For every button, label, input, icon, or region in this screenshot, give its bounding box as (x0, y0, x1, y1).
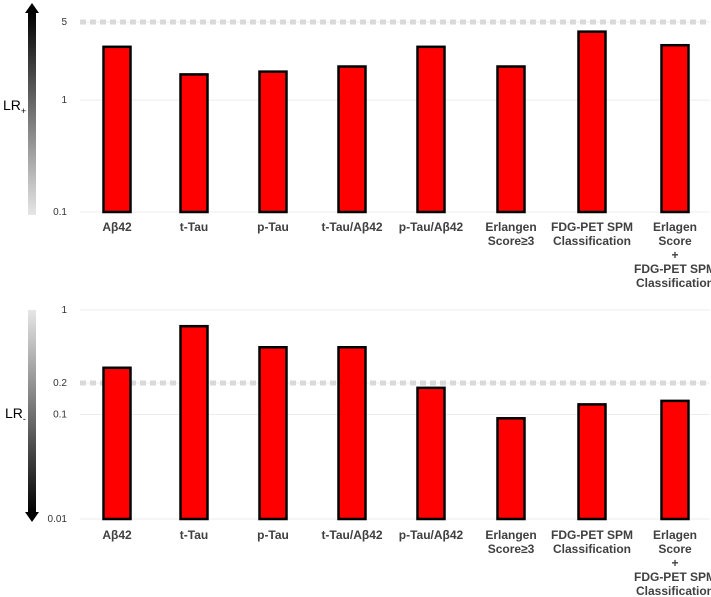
category-label: Erlangen Score≥3 (485, 528, 536, 556)
arrow-down-head (25, 512, 39, 522)
bar (179, 73, 209, 214)
bar (337, 65, 367, 214)
y-tick-label: 0.01 (48, 514, 68, 525)
lr-minus-panel: LR- 1 0.2 0.1 0.01 Aβ42 t-Tau p-Tau t-Tau/Aβ42… (5, 305, 711, 597)
lr-minus-category-labels: Aβ42 t-Tau p-Tau t-Tau/Aβ42 p-Tau/Aβ42 Erlang… (102, 528, 711, 597)
category-label: p-Tau (257, 220, 289, 234)
category-label: t-Tau/Aβ42 (321, 528, 382, 542)
bar (577, 30, 607, 214)
y-tick-label: 1 (61, 305, 67, 316)
bar (416, 45, 446, 214)
bar (416, 386, 446, 521)
lr-minus-gradient-arrow (25, 310, 39, 522)
bar (102, 45, 132, 214)
category-label: Aβ42 (102, 528, 132, 542)
bar (660, 399, 690, 521)
lr-plus-ylabel: LR+ (3, 97, 26, 116)
category-label: Aβ42 (102, 220, 132, 234)
bar (258, 70, 288, 214)
bar (660, 43, 690, 214)
bar (577, 403, 607, 521)
category-label: t-Tau (180, 528, 208, 542)
lr-plus-panel: LR+ 510.1 Aβ42 t-Tau p-Tau t-Tau/Aβ42 p-Tau/… (3, 3, 711, 290)
bar (496, 65, 526, 214)
category-label: p-Tau/Aβ42 (399, 528, 464, 542)
category-label: FDG-PET SPM Classification (551, 220, 633, 248)
category-label: t-Tau (180, 220, 208, 234)
lr-plus-gridlines (80, 21, 710, 213)
bar (102, 366, 132, 521)
category-label: Erlagen Score + FDG-PET SPM Classification (634, 528, 711, 597)
y-tick-label: 0.1 (53, 207, 67, 218)
y-tick-label: 0.1 (53, 410, 67, 421)
bar (258, 346, 288, 521)
category-label: Erlangen Score≥3 (485, 220, 536, 248)
category-label: t-Tau/Aβ42 (321, 220, 382, 234)
category-label: p-Tau/Aβ42 (399, 220, 464, 234)
lr-minus-y-ticks: 1 0.2 0.1 0.01 (48, 305, 68, 525)
lr-plus-y-ticks: 510.1 (53, 17, 67, 218)
lr-plus-category-labels: Aβ42 t-Tau p-Tau t-Tau/Aβ42 p-Tau/Aβ42 Erlang… (102, 220, 711, 290)
y-tick-label: 5 (61, 17, 67, 28)
y-tick-label: 1 (61, 95, 67, 106)
bar (337, 346, 367, 521)
gradient-bar (28, 310, 36, 514)
lr-minus-gridlines (80, 309, 710, 520)
category-label: FDG-PET SPM Classification (551, 528, 633, 556)
lr-minus-bars (102, 324, 690, 521)
arrow-up-head (25, 3, 39, 13)
lr-minus-ylabel: LR- (5, 405, 26, 424)
category-label: Erlagen Score + FDG-PET SPM Classification (634, 220, 711, 290)
lr-plus-gradient-arrow (25, 3, 39, 215)
bar (496, 417, 526, 521)
lr-plus-bars (102, 30, 690, 214)
y-tick-label: 0.2 (53, 378, 67, 389)
gradient-bar (28, 12, 36, 215)
category-label: p-Tau (257, 528, 289, 542)
bar (179, 324, 209, 521)
